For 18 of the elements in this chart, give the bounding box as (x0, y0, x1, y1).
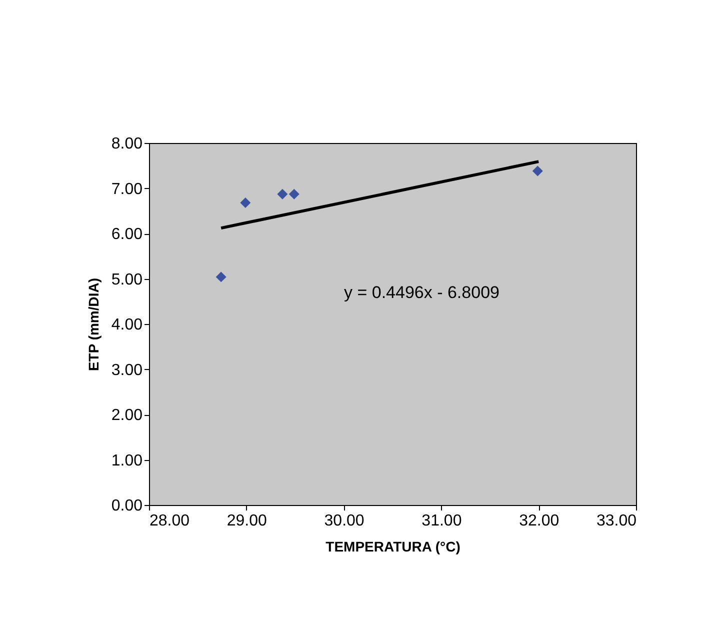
y-tick-label: 3.00 (111, 362, 143, 379)
y-tick-label: 2.00 (111, 407, 143, 424)
x-tick-label: 32.00 (519, 512, 560, 530)
y-tick-label: 4.00 (111, 316, 143, 334)
y-tick-label: 8.00 (111, 136, 143, 152)
x-axis-title: TEMPERATURA (°C) (326, 538, 460, 554)
x-tick-label: 29.00 (226, 512, 268, 530)
x-tick-label: 30.00 (324, 512, 364, 530)
x-tick-label: 28.00 (150, 512, 190, 530)
y-tick-label: 7.00 (111, 180, 143, 198)
annotation: y = 0.4496x - 6.8009 (344, 283, 500, 302)
y-tick-label: 6.00 (111, 226, 143, 243)
x-tick-label: 31.00 (422, 512, 462, 530)
y-tick-label: 1.00 (111, 452, 143, 470)
x-tick-label: 33.00 (596, 512, 637, 530)
y-axis-title: ETP (mm/DIA) (85, 278, 102, 372)
y-tick-label: 0.00 (111, 498, 143, 514)
y-tick-label: 5.00 (111, 271, 143, 288)
